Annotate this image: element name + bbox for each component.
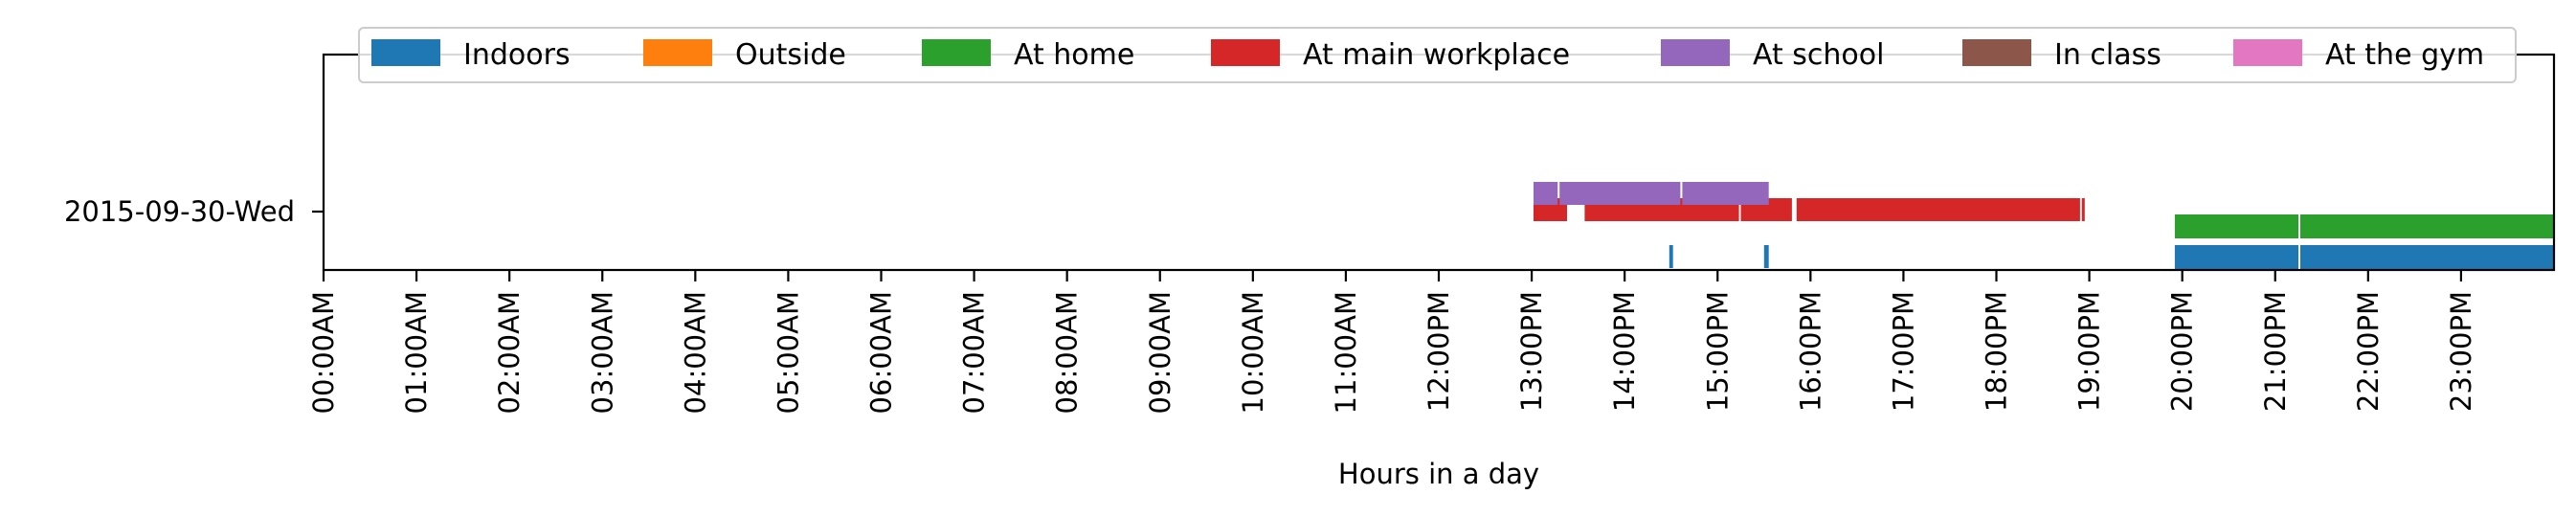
- legend-label-outside: Outside: [735, 38, 846, 72]
- legend-swatch-outside: [643, 39, 712, 66]
- bars-layer: [1534, 182, 2554, 269]
- legend-swatch-indoors: [371, 39, 440, 66]
- bar-at-home: [2174, 214, 2298, 238]
- x-tick-label: 06:00AM: [865, 291, 898, 414]
- bar-indoors: [2174, 245, 2298, 269]
- x-tick-label: 01:00AM: [400, 291, 433, 414]
- x-tick-label: 14:00PM: [1608, 291, 1641, 412]
- x-tick-label: 09:00AM: [1144, 291, 1176, 414]
- bar-at-main-workplace: [1796, 198, 2080, 221]
- x-tick-label: 22:00PM: [2352, 291, 2385, 412]
- x-tick-label: 07:00AM: [958, 291, 991, 414]
- bar-at-main-workplace: [2081, 198, 2085, 221]
- legend-label-at-the-gym: At the gym: [2325, 38, 2484, 72]
- x-tick-label: 04:00AM: [679, 291, 711, 414]
- legend-label-at-main-workplace: At main workplace: [1303, 38, 1570, 72]
- x-tick-label: 05:00AM: [772, 291, 804, 414]
- x-tick-label: 19:00PM: [2073, 291, 2106, 412]
- x-tick-label: 21:00PM: [2259, 291, 2292, 412]
- legend-swatch-at-school: [1661, 39, 1730, 66]
- bar-at-school: [1682, 182, 1769, 205]
- x-tick-label: 13:00PM: [1515, 291, 1548, 412]
- x-axis: 00:00AM 01:00AM 02:00AM 03:00AM 04:00AM 05:00…: [307, 270, 2477, 414]
- legend-label-at-home: At home: [1014, 38, 1134, 72]
- x-tick-label: 00:00AM: [307, 291, 340, 414]
- bar-at-school: [1559, 182, 1681, 205]
- legend-swatch-at-main-workplace: [1211, 39, 1280, 66]
- x-tick-label: 16:00PM: [1794, 291, 1826, 412]
- legend-swatch-at-the-gym: [2233, 39, 2302, 66]
- x-tick-label: 20:00PM: [2166, 291, 2199, 412]
- x-tick-label: 18:00PM: [1981, 291, 2013, 412]
- x-tick-label: 15:00PM: [1701, 291, 1734, 412]
- legend-label-in-class: In class: [2054, 38, 2162, 72]
- x-tick-label: 12:00PM: [1422, 291, 1455, 412]
- bar-indoors: [2300, 245, 2554, 269]
- x-axis-label: Hours in a day: [1338, 458, 1539, 490]
- bar-at-school: [1534, 182, 1558, 205]
- bar-at-home: [2300, 214, 2554, 238]
- legend-label-indoors: Indoors: [463, 38, 571, 72]
- x-tick-label: 02:00AM: [493, 291, 526, 414]
- legend-swatch-in-class: [1962, 39, 2031, 66]
- x-tick-label: 11:00AM: [1330, 291, 1362, 414]
- y-axis: 2015-09-30-Wed: [64, 195, 324, 228]
- x-tick-label: 10:00AM: [1237, 291, 1269, 414]
- bar-indoors: [1669, 245, 1673, 268]
- x-tick-label: 23:00PM: [2445, 291, 2477, 412]
- bar-indoors: [1763, 245, 1769, 268]
- x-tick-label: 03:00AM: [586, 291, 618, 414]
- legend-swatch-at-home: [922, 39, 991, 66]
- legend: Indoors Outside At home At main workplace At…: [358, 27, 2517, 83]
- legend-label-at-school: At school: [1753, 38, 1884, 72]
- x-tick-label: 08:00AM: [1051, 291, 1084, 414]
- y-tick-label: 2015-09-30-Wed: [64, 195, 295, 228]
- x-tick-label: 17:00PM: [1887, 291, 1919, 412]
